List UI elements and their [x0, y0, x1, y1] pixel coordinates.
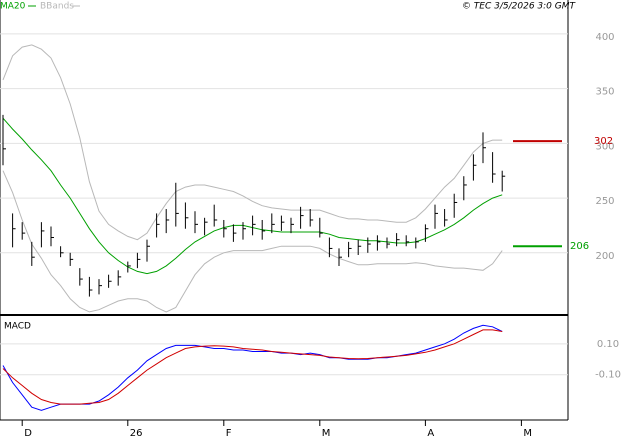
y-tick-label: 300	[595, 141, 614, 152]
x-tick-label: D	[24, 428, 32, 439]
panel-title: MACD	[4, 322, 31, 332]
bband-lower	[2, 170, 503, 313]
legend-label: MA20	[0, 2, 26, 12]
y-tick-label: 400	[595, 32, 614, 43]
y-tick-label: 200	[595, 251, 614, 262]
y-tick-label: 350	[595, 87, 614, 98]
y-tick-label: 250	[595, 196, 614, 207]
legend-label: BBands	[40, 2, 74, 12]
x-tick-label: M	[523, 428, 532, 439]
price-panel	[0, 33, 568, 313]
macd-line	[2, 329, 503, 405]
y-tick-label: -0.10	[595, 370, 621, 381]
x-tick-label: A	[427, 428, 434, 439]
credit: © TEC 3/5/2026 3:0 GMT	[462, 2, 577, 12]
x-tick-label: M	[322, 428, 331, 439]
y-tick-label: 0.10	[597, 339, 619, 350]
macd-panel	[0, 324, 568, 411]
level-label: 206	[570, 241, 589, 252]
x-tick-label: F	[226, 428, 232, 439]
macd-line	[2, 324, 503, 411]
x-tick-label: 26	[130, 428, 143, 439]
level-label: 302	[594, 136, 613, 147]
bband-upper	[2, 44, 503, 241]
